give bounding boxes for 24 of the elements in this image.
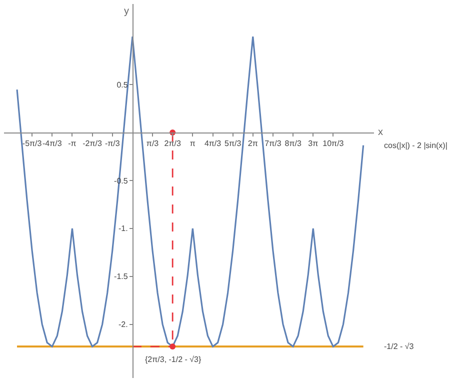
x-tick-label: π [190, 139, 196, 148]
x-tick-label: 3π [308, 139, 319, 148]
x-tick-label: 4π/3 [204, 139, 222, 148]
y-tick-label: -1.5 [114, 272, 128, 282]
y-tick-label: -1. [118, 224, 128, 234]
x-tick-label: -2π/3 [82, 139, 102, 148]
x-tick-label: -π/3 [104, 139, 120, 148]
x-tick-label: 5π/3 [224, 139, 242, 148]
x-tick-label: 2π/3 [164, 139, 182, 148]
ref-line-label: -1/2 - √3 [384, 342, 414, 351]
y-axis-title: y [124, 6, 129, 17]
x-tick-label: 2π [248, 139, 258, 148]
x-tick-label: π/3 [146, 139, 160, 148]
x-tick-label: -5π/3 [22, 139, 42, 148]
x-tick-label: -π [68, 139, 77, 148]
x-tick-label: 7π/3 [264, 139, 282, 148]
text: cos(|x|) - 2 |sin(x)| [384, 141, 448, 150]
x-tick-label: 10π/3 [322, 139, 344, 148]
annotation: {2π/3, -1/2 - √3} [145, 355, 202, 364]
x-axis-title: x [378, 127, 383, 138]
x-tick-label: 8π/3 [284, 139, 302, 148]
x-tick-label: -4π/3 [42, 139, 62, 148]
y-tick-label: 0.5 [116, 80, 128, 90]
y-tick-label: -2. [118, 320, 128, 330]
